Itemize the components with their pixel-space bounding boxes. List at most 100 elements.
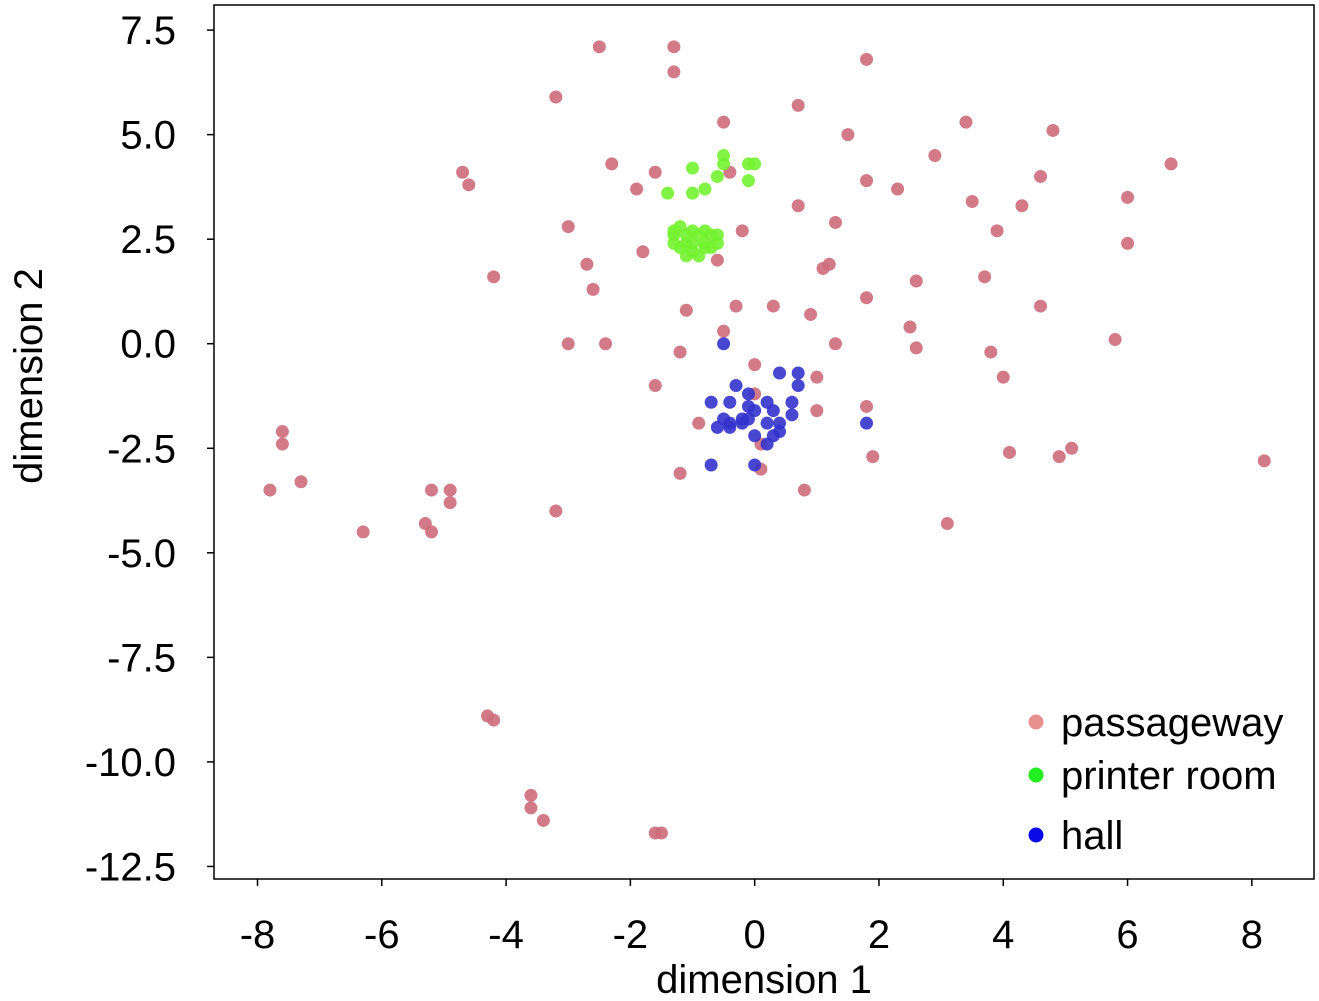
y-axis-title: dimension 2 [7, 268, 51, 484]
legend: passageway printer room hall [1028, 701, 1283, 858]
passageway-point [592, 40, 606, 54]
x-tick-label: 8 [1241, 913, 1263, 957]
x-tick-label: 4 [992, 913, 1014, 957]
passageway-point [959, 115, 973, 129]
passageway-point [1121, 236, 1135, 250]
passageway-point [586, 282, 600, 296]
passageway-point [673, 345, 687, 359]
printer-room-point [698, 182, 712, 196]
passageway-point [990, 224, 1004, 238]
y-tick-label: 0.0 [120, 323, 176, 367]
passageway-point [1164, 157, 1178, 171]
passageway-point [748, 358, 762, 372]
passageway-point [828, 215, 842, 229]
printer-room-point [748, 157, 762, 171]
hall-point [773, 366, 787, 380]
passageway-point [536, 813, 550, 827]
passageway-point [940, 517, 954, 531]
y-tick-label: 2.5 [120, 218, 176, 262]
passageway-point [636, 245, 650, 259]
passageway-point [549, 504, 563, 518]
printer-room-point [704, 241, 718, 255]
passageway-point [729, 299, 743, 313]
passageway-point [860, 291, 874, 305]
hall-point [760, 416, 774, 430]
passageway-point [630, 182, 644, 196]
passageway-point [456, 165, 470, 179]
passageway-point [828, 337, 842, 351]
passageway-point [599, 337, 613, 351]
passageway-point [791, 199, 805, 213]
y-tick-label: -2.5 [107, 427, 176, 471]
passageway-point [462, 178, 476, 192]
hall-point [723, 420, 737, 434]
passageway-point [766, 299, 780, 313]
passageway-point [487, 713, 501, 727]
passageway-point [810, 370, 824, 384]
hall-point [748, 458, 762, 472]
passageway-point [1002, 445, 1016, 459]
passageway-point [909, 341, 923, 355]
y-tick-label: 5.0 [120, 114, 176, 158]
printer-room-point [679, 249, 693, 263]
hall-point [741, 387, 755, 401]
passageway-point [425, 525, 439, 539]
passageway-point [841, 128, 855, 142]
passageway-point [735, 224, 749, 238]
y-tick-label: -12.5 [85, 845, 176, 889]
passageway-point [275, 437, 289, 451]
hall-point [760, 437, 774, 451]
passageway-point [1034, 169, 1048, 183]
passageway-point [1052, 450, 1066, 464]
legend-label-passageway: passageway [1061, 701, 1283, 745]
data-points [263, 40, 1271, 840]
passageway-point [978, 270, 992, 284]
x-tick-label: -4 [488, 913, 524, 957]
printer-room-point [661, 186, 675, 200]
x-tick-label: 2 [868, 913, 890, 957]
x-axis-title: dimension 1 [656, 958, 872, 1001]
x-tick-label: -8 [240, 913, 276, 957]
hall-point [748, 429, 762, 443]
passageway-point [679, 303, 693, 317]
passageway-point [648, 379, 662, 393]
hall-point [704, 395, 718, 409]
x-tick-label: -2 [613, 913, 649, 957]
passageway-point [443, 483, 457, 497]
printer-room-point [686, 161, 700, 175]
hall-point [710, 420, 724, 434]
passageway-point [717, 115, 731, 129]
passageway-point [443, 496, 457, 510]
x-tick-label: 6 [1116, 913, 1138, 957]
passageway-point [717, 324, 731, 338]
hall-point [785, 395, 799, 409]
passageway-point [791, 98, 805, 112]
passageway-point [903, 320, 917, 334]
passageway-point [860, 174, 874, 188]
passageway-point [263, 483, 277, 497]
passageway-point [1108, 333, 1122, 347]
legend-label-hall: hall [1061, 814, 1123, 858]
hall-point [735, 416, 749, 430]
passageway-point [1034, 299, 1048, 313]
passageway-point [1046, 123, 1060, 137]
passageway-point [860, 399, 874, 413]
passageway-point [654, 826, 668, 840]
printer-room-point [667, 224, 681, 238]
hall-point [791, 379, 805, 393]
passageway-point [605, 157, 619, 171]
passageway-point [549, 90, 563, 104]
printer-room-point [692, 249, 706, 263]
passageway-point [667, 40, 681, 54]
passageway-point [667, 65, 681, 79]
printer-room-point [717, 157, 731, 171]
hall-point [766, 404, 780, 418]
passageway-point [648, 165, 662, 179]
passageway-point [524, 801, 538, 815]
y-tick-label: -7.5 [107, 636, 176, 680]
plot-frame [213, 4, 1315, 880]
passageway-point [580, 257, 594, 271]
passageway-point [909, 274, 923, 288]
passageway-point [928, 149, 942, 163]
legend-marker-printer-room [1028, 767, 1044, 783]
